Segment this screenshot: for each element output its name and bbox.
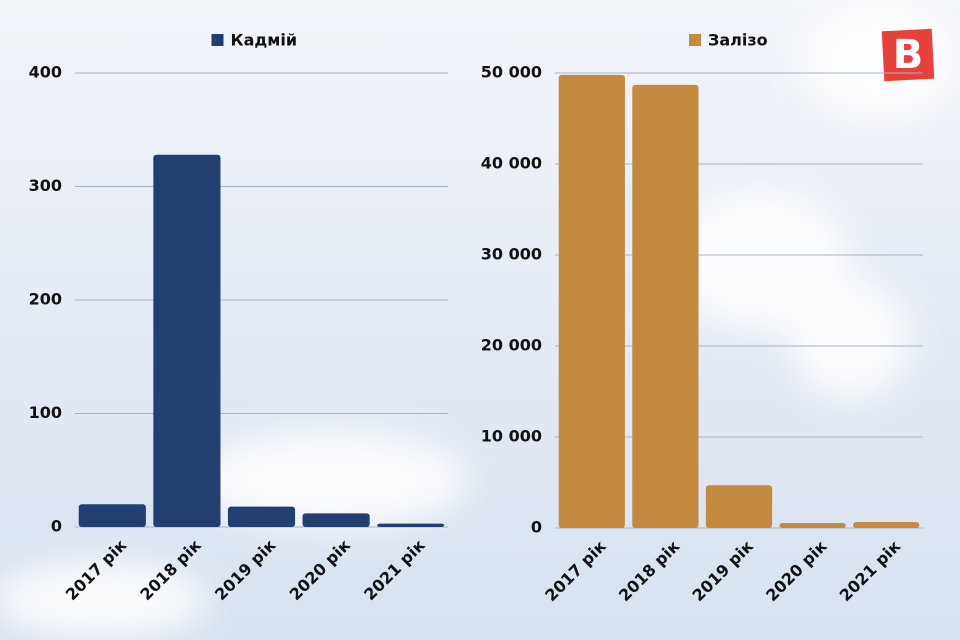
- y-tick-label: 300: [29, 176, 62, 195]
- legend-label: Кадмій: [231, 31, 298, 50]
- y-tick-label: 100: [29, 403, 62, 422]
- bar: [227, 506, 296, 527]
- logo-text: B: [893, 32, 924, 78]
- bar: [558, 74, 625, 528]
- y-tick-label: 200: [29, 290, 62, 309]
- y-tick-label: 400: [29, 63, 62, 82]
- y-tick-label: 20 000: [481, 336, 542, 355]
- y-tick-label: 10 000: [481, 427, 542, 446]
- y-tick-label: 30 000: [481, 245, 542, 264]
- legend-label: Залізо: [708, 31, 768, 50]
- y-tick-label: 50 000: [481, 63, 542, 82]
- bar: [705, 485, 773, 528]
- bar: [632, 84, 699, 528]
- bar: [377, 523, 445, 527]
- bar: [779, 522, 846, 528]
- y-tick-label: 40 000: [481, 154, 542, 173]
- y-tick-label: 0: [531, 518, 542, 537]
- legend-swatch: [689, 34, 701, 46]
- bar: [302, 513, 370, 527]
- y-tick-label: 0: [51, 517, 62, 536]
- legend-swatch: [211, 34, 224, 46]
- logo: B: [881, 28, 935, 82]
- bar: [153, 154, 221, 527]
- bar: [853, 521, 920, 528]
- bar: [78, 504, 146, 527]
